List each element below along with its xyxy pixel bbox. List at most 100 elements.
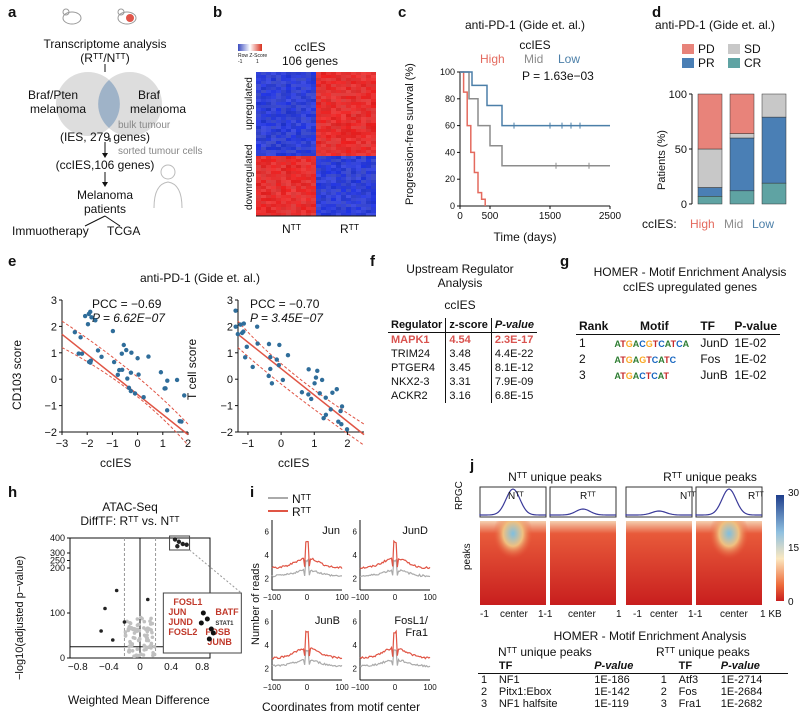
heatmap-cell — [346, 174, 351, 178]
heatmap-cell — [296, 159, 301, 163]
heatmap-cell — [306, 159, 311, 163]
heatmap-cell — [261, 120, 266, 124]
heatmap-cell — [291, 138, 296, 142]
tick-label: 0.8 — [195, 662, 209, 673]
heatmap-cell — [356, 189, 361, 193]
heatmap-cell — [296, 180, 301, 184]
heatmap-cell — [311, 120, 316, 124]
heatmap-cell — [311, 114, 316, 118]
heatmap-cell — [371, 135, 376, 139]
heatmap-cell — [266, 210, 271, 214]
heatmap-cell — [331, 93, 336, 97]
heatmap-cell — [356, 117, 361, 121]
heatmap-cell — [311, 105, 316, 109]
heatmap-cell — [271, 81, 276, 85]
j-sub-r: Rᵀᵀ unique peaks — [656, 645, 750, 659]
heatmap-cell — [316, 111, 321, 115]
heatmap-cell — [261, 177, 266, 181]
volcano-point — [123, 634, 128, 638]
heatmap-cell — [341, 174, 346, 178]
heatmap-cell — [331, 207, 336, 211]
heatmap-cell — [321, 177, 326, 181]
heatmap-cell — [331, 192, 336, 196]
heatmap-cell — [321, 156, 326, 160]
heatmap-cell — [331, 120, 336, 124]
tick-label: 2 — [265, 574, 270, 583]
heatmap-cell — [276, 87, 281, 91]
heatmap-cell — [356, 168, 361, 172]
heatmap-cell — [336, 192, 341, 196]
heatmap-cell — [321, 153, 326, 157]
heatmap-cell — [261, 174, 266, 178]
footprint-title: FosL1/ — [394, 615, 429, 627]
heatmap-cell — [321, 78, 326, 82]
heatmap-cell — [356, 210, 361, 214]
heatmap-cell — [301, 111, 306, 115]
table-row: PTGER4 3.45 8.1E-12 — [388, 361, 538, 375]
heatmap-cell — [316, 183, 321, 187]
heatmap-cell — [266, 72, 271, 76]
heatmap-cell — [356, 150, 361, 154]
heatmap-cell — [306, 186, 311, 190]
tick-label: 0 — [137, 662, 143, 673]
heatmap-cell — [321, 174, 326, 178]
tick-label: 200 — [50, 563, 65, 573]
heatmap-cell — [341, 135, 346, 139]
heatmap-cell — [301, 120, 306, 124]
volcano-point-top — [172, 537, 178, 542]
volcano-point — [142, 626, 146, 630]
heatmap-cell — [351, 183, 356, 187]
heatmap-cell — [351, 198, 356, 202]
heatmap-cell — [331, 99, 336, 103]
heatmap-cell — [281, 87, 286, 91]
heatmap-cell — [296, 210, 301, 214]
heatmap-cell — [316, 114, 321, 118]
heatmap-cell — [326, 99, 331, 103]
heatmap-cell — [336, 177, 341, 181]
tick-label: 4 — [265, 551, 270, 560]
heatmap-cell — [341, 171, 346, 175]
heatmap-cell — [331, 96, 336, 100]
heatmap-cell — [271, 204, 276, 208]
heatmap-cell — [256, 192, 261, 196]
heatmap-cell — [336, 168, 341, 172]
heatmap-cell — [346, 186, 351, 190]
heatmap-cell — [276, 189, 281, 193]
heatmap-cell — [291, 93, 296, 97]
heatmap-cell — [331, 150, 336, 154]
heatmap-cell — [356, 81, 361, 85]
heatmap-cell — [346, 159, 351, 163]
heatmap-cell — [366, 183, 371, 187]
table-cell: NF1 — [498, 674, 520, 686]
heatmap-cell — [286, 111, 291, 115]
heatmap-cell — [291, 81, 296, 85]
heatmap-cell — [271, 114, 276, 118]
heatmap-cell — [281, 171, 286, 175]
heatmap-cell — [351, 132, 356, 136]
heatmap-cell — [361, 186, 366, 190]
j-xtick: center — [650, 609, 678, 620]
heatmap-cell — [261, 189, 266, 193]
heatmap-cell — [256, 198, 261, 202]
heatmap-cell — [371, 78, 376, 82]
heatmap-cell — [371, 72, 376, 76]
heatmap-cell — [361, 150, 366, 154]
heatmap-cell — [321, 81, 326, 85]
heatmap-cell — [301, 165, 306, 169]
heatmap-cell — [336, 78, 341, 82]
heatmap-cell — [321, 144, 326, 148]
heatmap-cell — [341, 129, 346, 133]
heatmap-cell — [301, 75, 306, 79]
heatmap-cell — [291, 126, 296, 130]
heatmap-cell — [336, 159, 341, 163]
heatmap-cell — [266, 207, 271, 211]
heatmap-cell — [346, 132, 351, 136]
heatmap-cell — [296, 120, 301, 124]
heatmap-cell — [341, 78, 346, 82]
tick-label: 0 — [227, 374, 233, 386]
heatmap-cell — [331, 135, 336, 139]
heatmap-cell — [361, 141, 366, 145]
volcano-point — [142, 648, 147, 652]
heatmap-cell — [256, 81, 261, 85]
